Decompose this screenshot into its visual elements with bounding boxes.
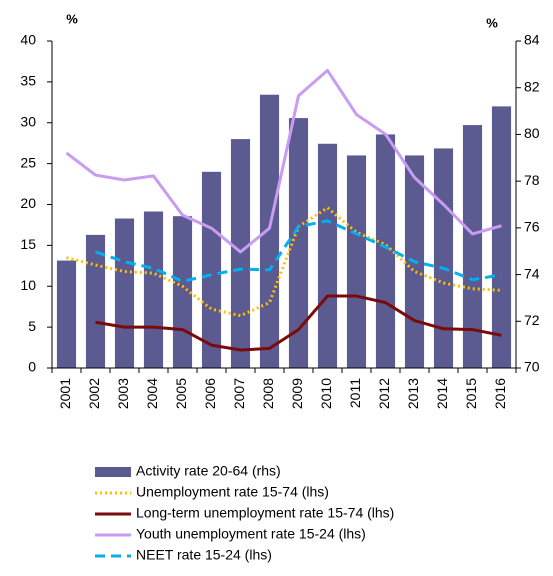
y2-tick-label: 84 <box>524 32 540 48</box>
y2-tick-label: 82 <box>524 78 540 94</box>
legend-swatch <box>95 467 131 477</box>
y-tick-label: 20 <box>20 195 36 211</box>
x-tick-label: 2002 <box>86 378 102 409</box>
bar <box>201 171 222 368</box>
x-tick-label: 2013 <box>405 378 421 409</box>
line <box>95 219 502 283</box>
x-tick-label: 2008 <box>260 378 276 409</box>
bar <box>346 155 367 368</box>
x-tick-label: 2005 <box>173 378 189 409</box>
bar <box>462 125 483 368</box>
bar <box>230 139 251 368</box>
x-tick-label: 2011 <box>347 378 363 408</box>
legend-label: Activity rate 20-64 (rhs) <box>136 463 281 479</box>
bar <box>433 148 454 368</box>
line <box>95 294 502 352</box>
y2-tick-label: 72 <box>524 312 540 328</box>
legend-label: Youth unemployment rate 15-24 (lhs) <box>136 526 366 542</box>
bar <box>114 218 135 368</box>
y-tick-label: 10 <box>20 277 36 293</box>
x-tick-label: 2016 <box>492 378 508 409</box>
y2-tick-label: 78 <box>524 172 540 188</box>
x-tick-label: 2015 <box>463 378 479 409</box>
x-tick-label: 2003 <box>115 378 131 409</box>
y-tick-label: 25 <box>20 154 36 170</box>
x-tick-label: 2014 <box>434 378 450 409</box>
y-tick-label: 0 <box>28 359 36 375</box>
y2-tick-label: 70 <box>524 359 540 375</box>
x-tick-label: 2009 <box>289 378 305 409</box>
bar <box>172 216 193 368</box>
bar <box>56 260 77 368</box>
y-axis-unit: % <box>66 11 78 26</box>
x-tick-label: 2010 <box>318 378 334 409</box>
bar <box>259 94 280 368</box>
x-tick-label: 2007 <box>231 378 247 409</box>
y-tick-label: 5 <box>28 318 36 334</box>
legend-label: NEET rate 15-24 (lhs) <box>136 547 272 563</box>
line <box>65 68 502 254</box>
y-tick-label: 35 <box>20 73 36 89</box>
x-tick-label: 2004 <box>144 378 160 409</box>
bar <box>491 106 512 369</box>
bar <box>375 134 396 368</box>
y-tick-label: 40 <box>20 32 36 48</box>
bar <box>288 118 309 368</box>
x-tick-label: 2001 <box>57 378 73 409</box>
legend-label: Unemployment rate 15-74 (lhs) <box>136 484 329 500</box>
y2-tick-label: 76 <box>524 219 540 235</box>
x-tick-label: 2006 <box>202 378 218 409</box>
bar <box>143 211 164 368</box>
bar <box>85 234 106 368</box>
legend-label: Long-term unemployment rate 15-74 (lhs) <box>136 505 394 521</box>
bar <box>317 143 338 368</box>
y2-tick-label: 80 <box>524 125 540 141</box>
y2-tick-label: 74 <box>524 265 540 281</box>
x-tick-label: 2012 <box>376 378 392 409</box>
y-tick-label: 15 <box>20 236 36 252</box>
y2-axis-unit: % <box>486 15 498 30</box>
y-tick-label: 30 <box>20 113 36 129</box>
